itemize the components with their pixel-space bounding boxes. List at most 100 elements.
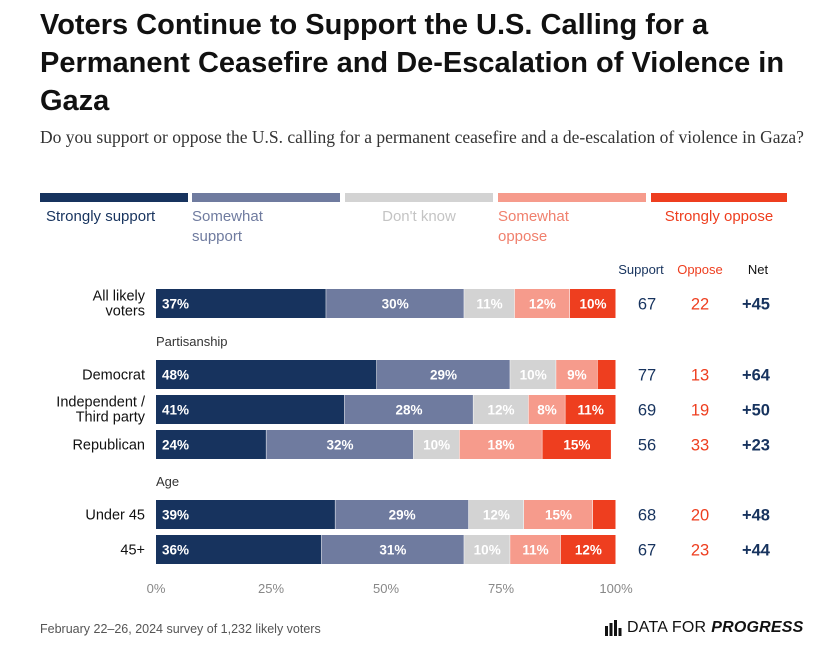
legend-item-dont-know: Don't know	[345, 193, 493, 227]
data-label: 10%	[520, 368, 547, 383]
legend-label: Strongly oppose	[664, 208, 774, 225]
bar-segment-don-t-know	[464, 535, 510, 564]
bar-segment-somewhat-oppose	[524, 500, 593, 529]
category-label: All likely	[93, 289, 146, 305]
support-value: 69	[638, 402, 656, 420]
brand-name-regular: DATA FOR	[627, 619, 707, 636]
category-label: Democrat	[82, 368, 145, 384]
bar-segment-somewhat-oppose	[528, 395, 565, 424]
support-value: 56	[638, 437, 656, 455]
data-label: 11%	[476, 297, 502, 312]
bar-segment-somewhat-support	[266, 430, 414, 459]
bar-segment-strongly-oppose	[593, 500, 616, 529]
group-header: Age	[156, 474, 179, 489]
support-value: 68	[638, 507, 656, 525]
oppose-value: 33	[691, 437, 709, 455]
data-label: 48%	[162, 368, 189, 383]
legend-item-somewhat-oppose: Somewhat oppose	[498, 193, 646, 247]
bar-segment-somewhat-support	[376, 360, 510, 389]
data-label: 9%	[567, 368, 587, 383]
x-tick-label: 0%	[147, 581, 166, 596]
data-label: 15%	[545, 508, 572, 523]
bar-segment-strongly-support	[156, 500, 335, 529]
data-label: 12%	[575, 543, 602, 558]
x-tick-label: 100%	[599, 581, 633, 596]
category-label: Republican	[72, 438, 145, 454]
column-header-oppose: Oppose	[677, 262, 723, 277]
category-label: Under 45	[85, 508, 145, 524]
legend-swatch	[192, 193, 340, 202]
data-label: 39%	[162, 508, 189, 523]
group-header: Partisanship	[156, 334, 228, 349]
bar-segment-strongly-support	[156, 289, 326, 318]
legend-item-strongly-support: Strongly support	[40, 193, 188, 227]
bar-segment-somewhat-support	[326, 289, 464, 318]
legend-swatch	[651, 193, 787, 202]
brand-name-bold: PROGRESS	[711, 619, 804, 636]
bar-segment-strongly-support	[156, 360, 377, 389]
net-value: +23	[742, 437, 770, 455]
bar-segment-strongly-oppose	[597, 360, 616, 389]
bar-segment-strongly-oppose	[542, 430, 611, 459]
bar-segment-strongly-support	[156, 535, 322, 564]
oppose-value: 23	[691, 542, 709, 560]
legend-label: Somewhat support	[192, 208, 263, 245]
bar-segment-don-t-know	[464, 289, 515, 318]
data-label: 12%	[529, 297, 556, 312]
legend-item-strongly-oppose: Strongly oppose	[651, 193, 787, 227]
x-tick-label: 75%	[488, 581, 514, 596]
data-label: 31%	[379, 543, 406, 558]
legend-label: Don't know	[382, 208, 456, 225]
column-header-support: Support	[618, 262, 664, 277]
data-label: 15%	[563, 438, 590, 453]
data-label: 41%	[162, 403, 189, 418]
data-label: 36%	[162, 543, 189, 558]
category-label: voters	[106, 304, 146, 320]
legend-label: Strongly support	[46, 208, 156, 225]
net-value: +64	[742, 367, 771, 385]
bar-chart-icon	[605, 620, 622, 636]
category-label: 45+	[120, 543, 145, 559]
bar-segment-don-t-know	[473, 395, 529, 424]
net-value: +44	[742, 542, 771, 560]
chart-title: Voters Continue to Support the U.S. Call…	[40, 9, 785, 117]
category-label: Independent /	[56, 395, 146, 411]
data-label: 37%	[162, 297, 189, 312]
data-label: 10%	[423, 438, 450, 453]
oppose-value: 20	[691, 507, 709, 525]
net-value: +48	[742, 507, 770, 525]
oppose-value: 19	[691, 402, 709, 420]
column-header-net: Net	[748, 262, 769, 277]
data-label: 29%	[389, 508, 416, 523]
bar-segment-somewhat-oppose	[514, 289, 570, 318]
support-value: 77	[638, 367, 656, 385]
bar-segment-don-t-know	[468, 500, 524, 529]
data-label: 11%	[522, 543, 548, 558]
oppose-value: 22	[691, 296, 709, 314]
legend-swatch	[40, 193, 188, 202]
bar-segment-strongly-oppose	[560, 535, 616, 564]
legend-swatch	[345, 193, 493, 202]
bar-segment-somewhat-support	[344, 395, 473, 424]
data-label: 12%	[483, 508, 510, 523]
category-label: Third party	[76, 410, 146, 426]
bar-segment-don-t-know	[510, 360, 556, 389]
bar-segment-somewhat-support	[335, 500, 469, 529]
bar-segment-strongly-oppose	[570, 289, 616, 318]
net-value: +45	[742, 296, 770, 314]
legend-swatch	[498, 193, 646, 202]
bar-segment-don-t-know	[413, 430, 460, 459]
data-label: 30%	[382, 297, 409, 312]
data-label: 10%	[579, 297, 606, 312]
data-label: 29%	[430, 368, 457, 383]
legend-item-somewhat-support: Somewhat support	[192, 193, 340, 247]
net-value: +50	[742, 402, 770, 420]
x-tick-label: 25%	[258, 581, 284, 596]
x-tick-label: 50%	[373, 581, 399, 596]
support-value: 67	[638, 542, 656, 560]
bar-segment-somewhat-support	[321, 535, 464, 564]
bar-segment-strongly-oppose	[565, 395, 616, 424]
data-label: 12%	[487, 403, 514, 418]
bar-segment-strongly-support	[156, 395, 345, 424]
